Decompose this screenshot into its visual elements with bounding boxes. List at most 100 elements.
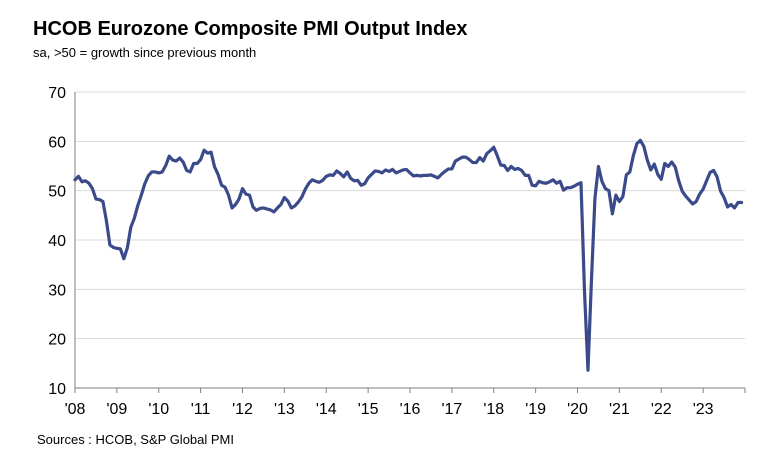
data-point (566, 187, 568, 189)
data-point (137, 204, 139, 207)
data-point (597, 165, 600, 168)
data-point (678, 180, 680, 182)
data-point (172, 159, 174, 161)
data-point (444, 170, 446, 173)
data-point (182, 161, 184, 163)
data-point (726, 206, 729, 208)
data-point (290, 207, 292, 209)
x-tick-label: '22 (651, 401, 672, 418)
data-point (500, 164, 502, 166)
data-point (636, 143, 638, 145)
data-point (175, 160, 177, 162)
x-tick-label: '12 (232, 401, 253, 418)
data-point (587, 369, 589, 371)
data-point (374, 170, 376, 172)
x-tick-label: '15 (358, 401, 379, 418)
data-point (112, 246, 114, 248)
axes (74, 92, 746, 393)
data-point (531, 184, 533, 186)
data-point (692, 203, 694, 205)
data-point (604, 188, 607, 190)
data-point (608, 190, 610, 192)
data-point (601, 180, 603, 182)
data-point (503, 164, 505, 167)
data-point (555, 182, 558, 184)
series-layer (73, 138, 744, 372)
data-point (426, 174, 429, 176)
data-point (451, 168, 453, 170)
y-tick-label: 30 (48, 282, 66, 299)
data-point (545, 182, 547, 184)
data-point (472, 161, 474, 164)
data-point (154, 171, 156, 173)
data-point (74, 179, 76, 181)
data-point (548, 181, 551, 183)
data-point (514, 168, 516, 171)
data-point (207, 152, 209, 154)
data-point (671, 161, 673, 163)
data-point (262, 207, 265, 209)
data-point (402, 169, 404, 171)
data-point (252, 206, 254, 208)
x-tick-label: '17 (441, 401, 462, 418)
data-point (332, 174, 334, 176)
data-point (234, 203, 237, 206)
data-point (507, 169, 509, 172)
data-point (454, 160, 456, 162)
data-point (203, 149, 205, 151)
data-point (367, 177, 369, 179)
data-point (269, 209, 272, 211)
data-point (315, 180, 317, 182)
x-tick-labels: '08 '09 '10 '11 '12 '13 '14 '15 '16 '17 '18 '19 '20 '… (65, 401, 714, 418)
data-point (133, 217, 135, 219)
data-point (161, 171, 163, 173)
data-point (353, 180, 355, 182)
data-point (287, 200, 289, 202)
data-point (283, 196, 285, 199)
data-point (699, 193, 701, 195)
data-point (639, 139, 641, 141)
x-tick-label: '09 (106, 401, 127, 418)
data-point (109, 244, 111, 246)
gridlines (75, 91, 745, 389)
data-point (318, 181, 320, 183)
data-point (81, 181, 83, 183)
data-point (381, 172, 383, 174)
data-point (280, 203, 282, 206)
data-point (130, 226, 132, 228)
data-point (594, 197, 596, 199)
data-point (231, 207, 233, 209)
data-point (322, 179, 324, 181)
data-point (273, 211, 275, 213)
x-tick-label: '23 (693, 401, 714, 418)
data-point (580, 182, 582, 184)
y-tick-label: 40 (48, 233, 66, 250)
data-point (643, 145, 645, 147)
data-point (475, 161, 477, 164)
data-point (660, 178, 662, 180)
data-point (430, 174, 432, 176)
data-point (458, 158, 460, 160)
data-point (576, 183, 579, 185)
data-point (241, 188, 244, 190)
data-point (706, 180, 708, 182)
series-line-0 (73, 138, 744, 372)
data-point (569, 187, 572, 189)
data-point (646, 159, 648, 161)
data-point (77, 175, 80, 177)
data-point (486, 153, 488, 155)
y-tick-label: 60 (48, 134, 66, 151)
x-tick-label: '11 (191, 401, 211, 418)
data-point (116, 247, 118, 249)
data-point (102, 200, 104, 203)
x-tick-label: '19 (525, 401, 546, 418)
data-point (224, 186, 226, 188)
x-tick-label: '08 (65, 401, 86, 418)
data-point (88, 182, 90, 184)
data-point (304, 188, 306, 190)
data-point (220, 184, 223, 186)
data-point (650, 169, 652, 171)
data-point (357, 179, 359, 181)
data-point (719, 190, 722, 192)
data-point (723, 196, 725, 199)
